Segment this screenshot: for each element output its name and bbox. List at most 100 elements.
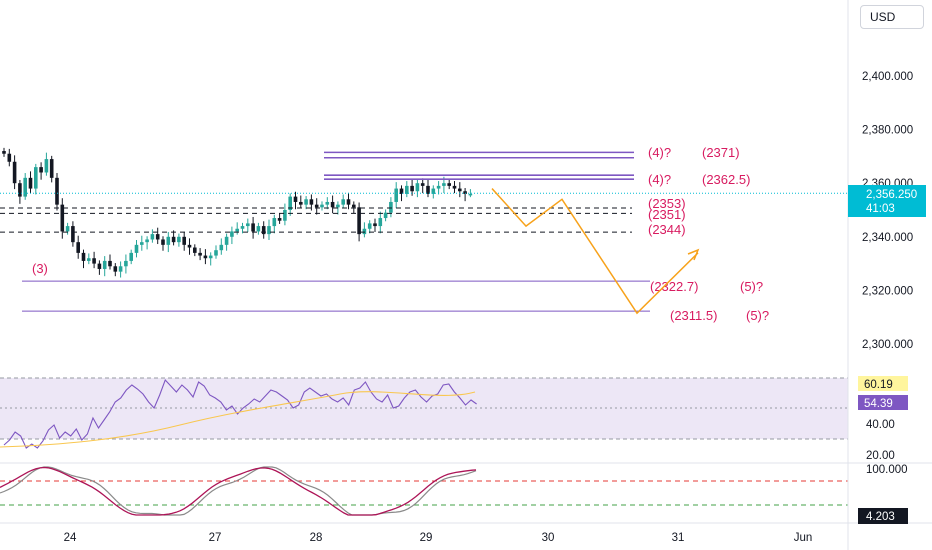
rsi-value: 54.39: [864, 398, 893, 410]
candle-body: [140, 242, 144, 245]
candle-body: [166, 236, 171, 245]
candle-body: [177, 236, 181, 243]
candle-body: [193, 247, 197, 253]
rsi-line: [3, 378, 477, 449]
level-label-2351: (2351): [648, 207, 686, 222]
rsi-ma-line: [0, 391, 476, 448]
currency-button[interactable]: USD: [860, 5, 924, 29]
candle-body: [18, 183, 22, 197]
candle-body: [44, 159, 49, 173]
candle-body: [145, 239, 149, 243]
candle-body: [203, 255, 208, 259]
candle-body: [134, 244, 139, 253]
y-tick-label: 2,300.000: [862, 339, 913, 351]
candle-body: [251, 223, 255, 232]
candle-body: [150, 234, 155, 240]
x-tick-label: 27: [209, 532, 222, 544]
x-tick-label: 28: [310, 532, 323, 544]
candle-body: [224, 236, 229, 245]
candle-body: [293, 196, 298, 202]
candle-body: [352, 204, 356, 208]
wave-label-4a: (4)?: [648, 145, 671, 160]
candle-body: [272, 218, 277, 227]
stoch-k-line: [0, 466, 477, 516]
wave-projection: [491, 188, 700, 315]
projection-line: [491, 188, 699, 315]
candle-body: [129, 252, 133, 261]
candle-body: [235, 228, 239, 232]
candle-body: [23, 177, 27, 197]
candle-body: [261, 226, 266, 235]
candle-body: [378, 218, 383, 227]
candle-body: [299, 201, 303, 205]
wave-label-3: (3): [32, 261, 48, 276]
rsi-y-tick: 40.00: [866, 419, 895, 431]
candle-body: [357, 207, 361, 235]
candle-body: [468, 193, 473, 196]
candle-body: [304, 199, 308, 205]
candle-body: [452, 185, 457, 189]
y-tick-label: 2,380.000: [862, 125, 913, 137]
candle-body: [187, 244, 192, 248]
candle-body: [208, 255, 213, 259]
x-tick-label: 29: [420, 532, 433, 544]
x-tick-label: 31: [672, 532, 685, 544]
candle-body: [325, 201, 330, 205]
level-label-2322: (2322.7): [650, 279, 698, 294]
candle-body: [442, 183, 446, 186]
candle-body: [108, 260, 112, 267]
stoch-y-tick: 100.000: [866, 464, 908, 476]
candle-body: [65, 226, 70, 232]
stoch-value-tag: [858, 508, 908, 524]
candle-body: [389, 201, 393, 213]
candle-body: [34, 167, 38, 189]
price-pane[interactable]: [2, 147, 473, 278]
x-tick-label: Jun: [794, 532, 813, 544]
candle-body: [49, 159, 54, 178]
y-tick-label: 2,400.000: [862, 71, 913, 83]
candle-body: [92, 258, 96, 264]
rsi-ma-tag: [858, 376, 908, 391]
candle-body: [373, 223, 377, 227]
candle-body: [447, 183, 451, 186]
candle-body: [405, 185, 409, 194]
rsi-value-tag: [858, 395, 908, 410]
rsi-ma-value: 60.19: [864, 379, 893, 391]
stoch-d-line: [0, 466, 477, 516]
candle-body: [214, 250, 218, 256]
candle-body: [320, 204, 324, 208]
candle-body: [330, 201, 335, 208]
candle-body: [28, 177, 33, 189]
candle-body: [87, 258, 91, 261]
candle-body: [219, 244, 224, 251]
candle-body: [118, 266, 123, 272]
level-label-2344: (2344): [648, 222, 686, 237]
candle-body: [458, 188, 462, 192]
candle-body: [420, 183, 425, 186]
candle-body: [415, 183, 420, 192]
candle-body: [336, 204, 340, 208]
candle-body: [12, 161, 17, 184]
candle-body: [113, 266, 118, 272]
rsi-y-tick: 20.00: [866, 450, 895, 462]
candle-body: [362, 228, 367, 235]
candle-body: [277, 218, 282, 221]
rsi-pane[interactable]: [0, 377, 932, 464]
candle-body: [309, 199, 314, 205]
level-label-2311: (2311.5): [670, 308, 717, 323]
level-label-2362: (2362.5): [702, 172, 750, 187]
candle-body: [463, 191, 467, 194]
y-tick-label: 2,340.000: [862, 232, 913, 244]
candle-body: [410, 185, 414, 192]
candle-body: [155, 234, 160, 240]
candle-body: [240, 226, 245, 229]
candle-body: [182, 236, 186, 245]
candle-body: [341, 199, 345, 205]
candle-body: [171, 236, 176, 243]
stochastic-pane[interactable]: [0, 466, 932, 524]
candle-body: [161, 239, 165, 245]
level-label-2371: (2371): [702, 145, 740, 160]
candle-body: [436, 185, 441, 189]
candle-body: [39, 167, 43, 173]
